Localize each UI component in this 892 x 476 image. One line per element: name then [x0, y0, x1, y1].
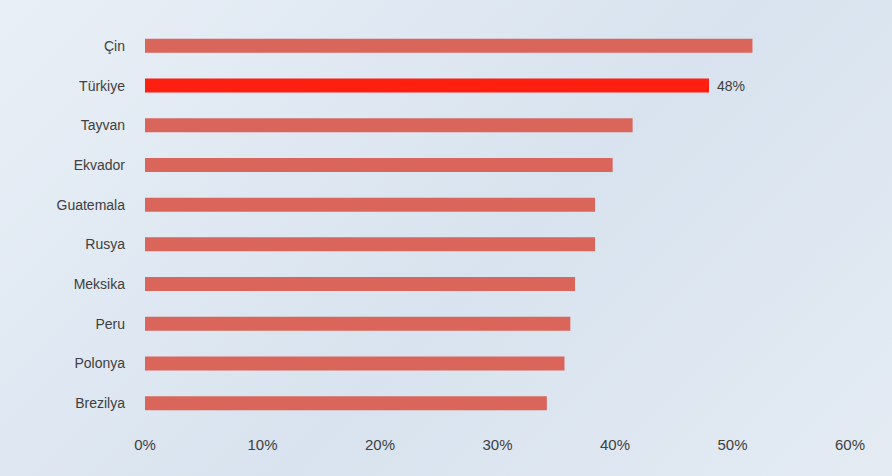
svg-text:Çin: Çin	[104, 38, 125, 54]
svg-text:Peru: Peru	[95, 316, 125, 332]
svg-text:Meksika: Meksika	[74, 276, 126, 292]
svg-text:0%: 0%	[134, 436, 156, 453]
svg-text:Tayvan: Tayvan	[81, 117, 125, 133]
svg-text:Polonya: Polonya	[74, 355, 125, 371]
svg-text:Rusya: Rusya	[85, 236, 125, 252]
svg-text:10%: 10%	[247, 436, 277, 453]
svg-text:50%: 50%	[717, 436, 747, 453]
svg-text:48%: 48%	[717, 78, 745, 94]
svg-text:20%: 20%	[365, 436, 395, 453]
svg-text:Türkiye: Türkiye	[79, 78, 125, 94]
svg-text:Brezilya: Brezilya	[75, 395, 125, 411]
svg-text:40%: 40%	[600, 436, 630, 453]
svg-text:60%: 60%	[835, 436, 865, 453]
svg-text:30%: 30%	[482, 436, 512, 453]
svg-text:Ekvador: Ekvador	[74, 157, 126, 173]
svg-text:Guatemala: Guatemala	[57, 197, 126, 213]
